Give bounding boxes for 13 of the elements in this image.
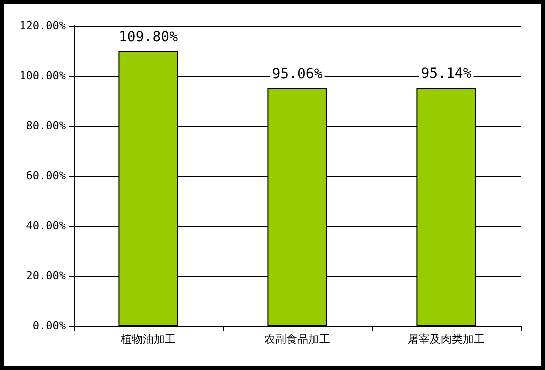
x-tick-label: 植物油加工 xyxy=(121,333,176,346)
y-tick-label: 60.00% xyxy=(26,170,66,182)
x-tick-label: 屠宰及肉类加工 xyxy=(408,333,485,346)
y-tick-label: 120.00% xyxy=(20,20,66,32)
y-tick-label: 0.00% xyxy=(32,320,66,332)
x-tick-label: 农副食品加工 xyxy=(264,333,330,346)
y-tick-label: 40.00% xyxy=(26,220,66,232)
y-tick-label: 20.00% xyxy=(26,270,66,282)
data-label: 95.06% xyxy=(272,66,324,82)
data-label: 109.80% xyxy=(118,30,179,46)
y-tick-label: 80.00% xyxy=(26,120,66,132)
y-tick-label: 100.00% xyxy=(20,70,66,82)
data-label: 95.14% xyxy=(421,66,472,82)
